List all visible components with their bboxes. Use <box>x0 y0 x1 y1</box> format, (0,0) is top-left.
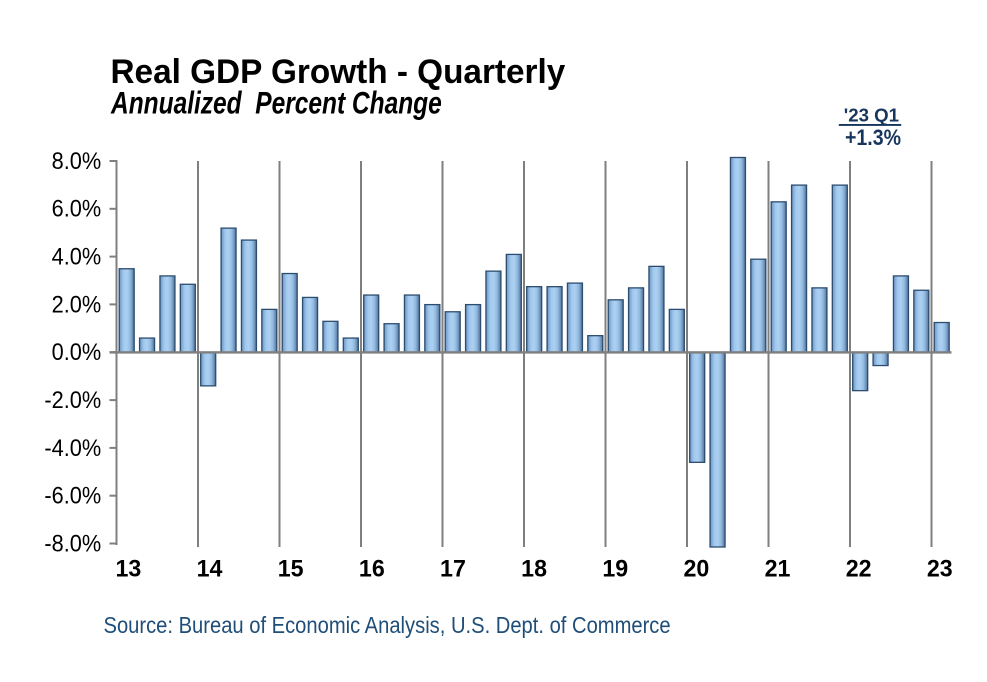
svg-text:8.0%: 8.0% <box>52 147 102 174</box>
svg-text:Real GDP Growth - Quarterly: Real GDP Growth - Quarterly <box>111 54 566 91</box>
svg-text:23: 23 <box>927 555 953 581</box>
svg-text:18: 18 <box>521 555 547 581</box>
svg-text:-2.0%: -2.0% <box>44 386 101 413</box>
svg-text:19: 19 <box>602 555 628 581</box>
svg-text:20: 20 <box>683 555 709 581</box>
svg-text:21: 21 <box>765 555 791 581</box>
svg-text:'23 Q1: '23 Q1 <box>844 105 899 126</box>
svg-text:Source: Bureau of Economic Ana: Source: Bureau of Economic Analysis, U.S… <box>104 612 671 639</box>
svg-text:6.0%: 6.0% <box>52 195 102 222</box>
svg-text:-6.0%: -6.0% <box>44 481 101 508</box>
svg-text:2.0%: 2.0% <box>52 290 102 317</box>
svg-text:-4.0%: -4.0% <box>44 434 101 461</box>
svg-text:16: 16 <box>359 555 385 581</box>
svg-text:13: 13 <box>115 555 141 581</box>
svg-text:4.0%: 4.0% <box>52 242 102 269</box>
svg-text:+1.3%: +1.3% <box>845 126 901 150</box>
svg-text:22: 22 <box>846 555 872 581</box>
svg-text:14: 14 <box>197 555 223 581</box>
svg-text:17: 17 <box>440 555 466 581</box>
svg-text:15: 15 <box>278 555 304 581</box>
svg-text:Annualized Percent Change: Annualized Percent Change <box>110 86 442 120</box>
svg-text:-8.0%: -8.0% <box>44 529 101 556</box>
svg-text:0.0%: 0.0% <box>52 338 102 365</box>
